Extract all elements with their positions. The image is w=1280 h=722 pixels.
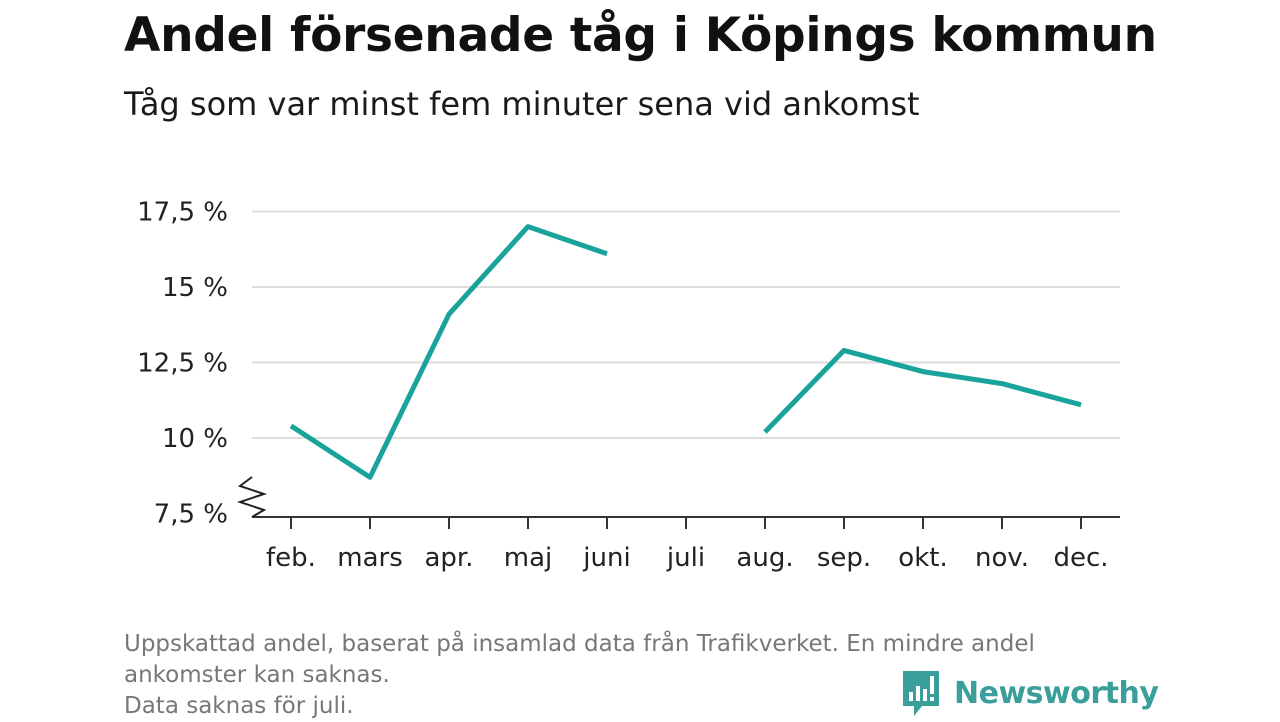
- x-tick-label: aug.: [736, 543, 793, 573]
- x-tick-label: feb.: [266, 543, 316, 573]
- series-lines: [291, 227, 1081, 478]
- newsworthy-logo-icon: [900, 668, 942, 718]
- footnote-line: Uppskattad andel, baserat på insamlad da…: [124, 629, 1164, 660]
- y-tick-label: 7,5 %: [154, 500, 228, 530]
- x-tick-label: apr.: [424, 543, 473, 573]
- series-line-segment: [291, 227, 607, 478]
- line-chart: 7,5 % 10 % 12,5 % 15 % 17,5 % feb. mars apr. ma…: [0, 0, 1280, 600]
- x-tick-label: dec.: [1053, 543, 1108, 573]
- gridlines: [252, 212, 1120, 439]
- y-tick-label: 17,5 %: [137, 198, 228, 228]
- axis-break-zigzag: [240, 477, 264, 517]
- y-tick-label: 10 %: [162, 424, 228, 454]
- x-tick-label: maj: [504, 543, 552, 573]
- y-axis-labels: 7,5 % 10 % 12,5 % 15 % 17,5 %: [137, 198, 228, 530]
- y-tick-label: 15 %: [162, 273, 228, 303]
- x-tick-label: juli: [666, 543, 705, 573]
- x-tick-label: juni: [582, 543, 630, 573]
- brand-name: Newsworthy: [954, 676, 1158, 711]
- x-tick-label: mars: [337, 543, 403, 573]
- x-tick-label: sep.: [817, 543, 871, 573]
- axis-break-icon: [240, 477, 264, 517]
- brand-logo[interactable]: Newsworthy: [900, 668, 1158, 718]
- y-tick-label: 12,5 %: [137, 349, 228, 379]
- x-axis: [252, 517, 1120, 529]
- x-tick-label: nov.: [975, 543, 1029, 573]
- x-tick-label: okt.: [898, 543, 947, 573]
